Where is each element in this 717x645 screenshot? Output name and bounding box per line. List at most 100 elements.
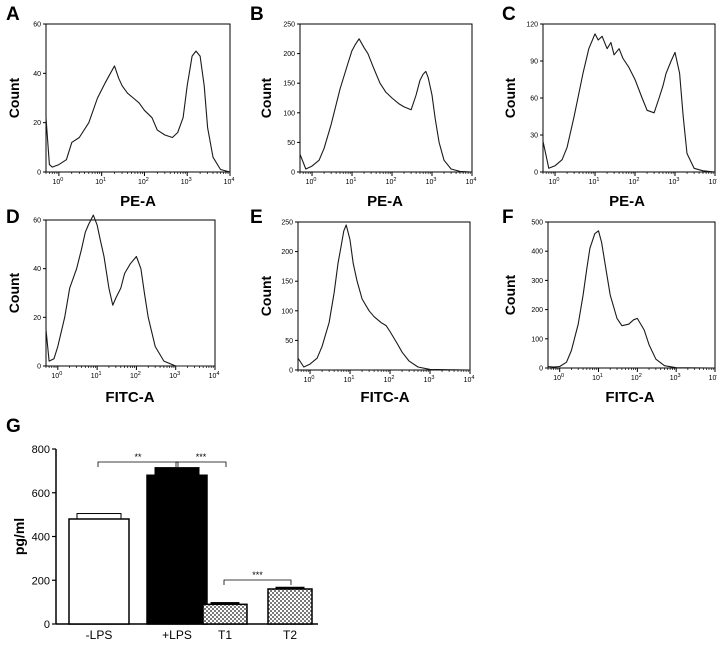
significance-label: ** [134,452,142,462]
y-tick-label: 120 [526,22,538,29]
y-tick-label: 100 [283,110,295,117]
panel-label: B [250,4,264,25]
x-tick-label: 103 [669,177,680,186]
x-tick-label: 101 [346,177,357,186]
y-axis-label: pg/ml [11,518,27,555]
y-tick-label: 20 [33,120,41,127]
x-tick-label: 102 [629,177,640,186]
y-tick-label: 800 [32,444,50,456]
histogram-trace [299,38,473,173]
bar-lps [146,474,208,625]
error-cap [154,467,200,476]
panel-label: D [6,207,20,228]
category-label: -LPS [86,628,113,642]
x-tick-label: 103 [169,371,180,380]
x-tick-label: 104 [224,177,235,186]
panel-label: F [502,207,514,228]
x-axis-label: PE-A [609,193,645,210]
y-tick-label: 0 [289,368,293,375]
y-tick-label: 60 [33,22,41,29]
x-tick-label: 100 [51,371,62,380]
x-tick-label: 101 [95,177,106,186]
y-tick-label: 40 [33,71,41,78]
histogram-trace [297,224,471,371]
category-label: T1 [218,628,232,642]
x-tick-label: 101 [592,373,603,382]
panel-label: A [6,4,20,25]
panel-label: C [502,4,516,25]
histogram-panel-f: 0 100 200 300 400 500 100 101 102 103 104 F Count FIT… [502,207,717,406]
x-tick-label: 102 [386,177,397,186]
x-tick-label: 104 [466,177,477,186]
category-label: +LPS [162,628,192,642]
bar-t2 [267,588,313,625]
bar-t1 [202,603,248,625]
category-label: T2 [283,628,297,642]
significance-bracket [175,461,227,467]
y-tick-label: 200 [531,307,543,314]
y-tick-label: 200 [281,249,293,256]
significance-bracket [97,461,179,467]
histogram-panel-b: 0 50 100 150 200 250 100 101 102 103 104 B Count PE-A [250,4,476,210]
y-axis-label: Count [258,275,274,316]
plot-frame [45,23,231,173]
y-tick-label: 150 [281,279,293,286]
y-axis-label: Count [502,77,518,118]
x-tick-label: 103 [424,375,435,384]
y-tick-label: 0 [291,170,295,177]
x-axis-label: FITC-A [105,389,154,406]
plot-frame [542,23,716,173]
y-axis-label: Count [258,77,274,118]
x-tick-label: 103 [670,373,681,382]
y-tick-label: 600 [32,488,50,500]
y-axis-label: Count [6,272,22,313]
histogram-panel-c: 0 30 60 90 120 100 101 102 103 104 C Count PE-A [502,4,717,210]
y-tick-label: 30 [530,133,538,140]
x-tick-label: 104 [209,371,220,380]
x-axis-label: FITC-A [605,389,654,406]
x-tick-label: 102 [130,371,141,380]
x-tick-label: 104 [709,373,717,382]
error-cap [76,513,122,520]
x-axis-label: FITC-A [360,389,409,406]
y-tick-label: 40 [33,266,41,273]
y-tick-label: 250 [283,22,295,29]
x-tick-label: 103 [426,177,437,186]
panel-label: G [6,416,21,437]
histogram-trace [45,50,231,173]
x-axis-label: PE-A [120,193,156,210]
x-tick-label: 100 [549,177,560,186]
x-tick-label: 104 [464,375,475,384]
significance-label: *** [252,570,263,580]
y-tick-label: 100 [281,308,293,315]
y-tick-label: 60 [33,218,41,225]
y-tick-label: 400 [32,532,50,544]
y-tick-label: 50 [287,140,295,147]
x-tick-label: 102 [384,375,395,384]
x-tick-label: 100 [52,177,63,186]
x-tick-label: 100 [306,177,317,186]
y-tick-label: 150 [283,81,295,88]
y-tick-label: 500 [531,220,543,227]
y-tick-label: 0 [44,619,50,631]
y-axis-label: Count [6,77,22,118]
y-tick-label: 20 [33,315,41,322]
plot-frame [299,23,473,173]
x-tick-label: 100 [553,373,564,382]
y-tick-label: 200 [32,575,50,587]
x-tick-label: 102 [631,373,642,382]
plot-frame [297,221,471,371]
significance-bracket [223,579,292,585]
histogram-trace [542,33,716,173]
histogram-panel-e: 0 50 100 150 200 250 100 101 102 103 104 E Count FITC… [250,207,474,406]
panel-label: E [250,207,263,228]
x-tick-label: 101 [589,177,600,186]
significance-label: *** [196,452,207,462]
x-tick-label: 102 [138,177,149,186]
x-tick-label: 103 [181,177,192,186]
y-tick-label: 400 [531,249,543,256]
histogram-trace [45,214,215,367]
histogram-panel-a: 0 20 40 60 100 101 102 103 104 A Count PE-A [6,4,234,210]
